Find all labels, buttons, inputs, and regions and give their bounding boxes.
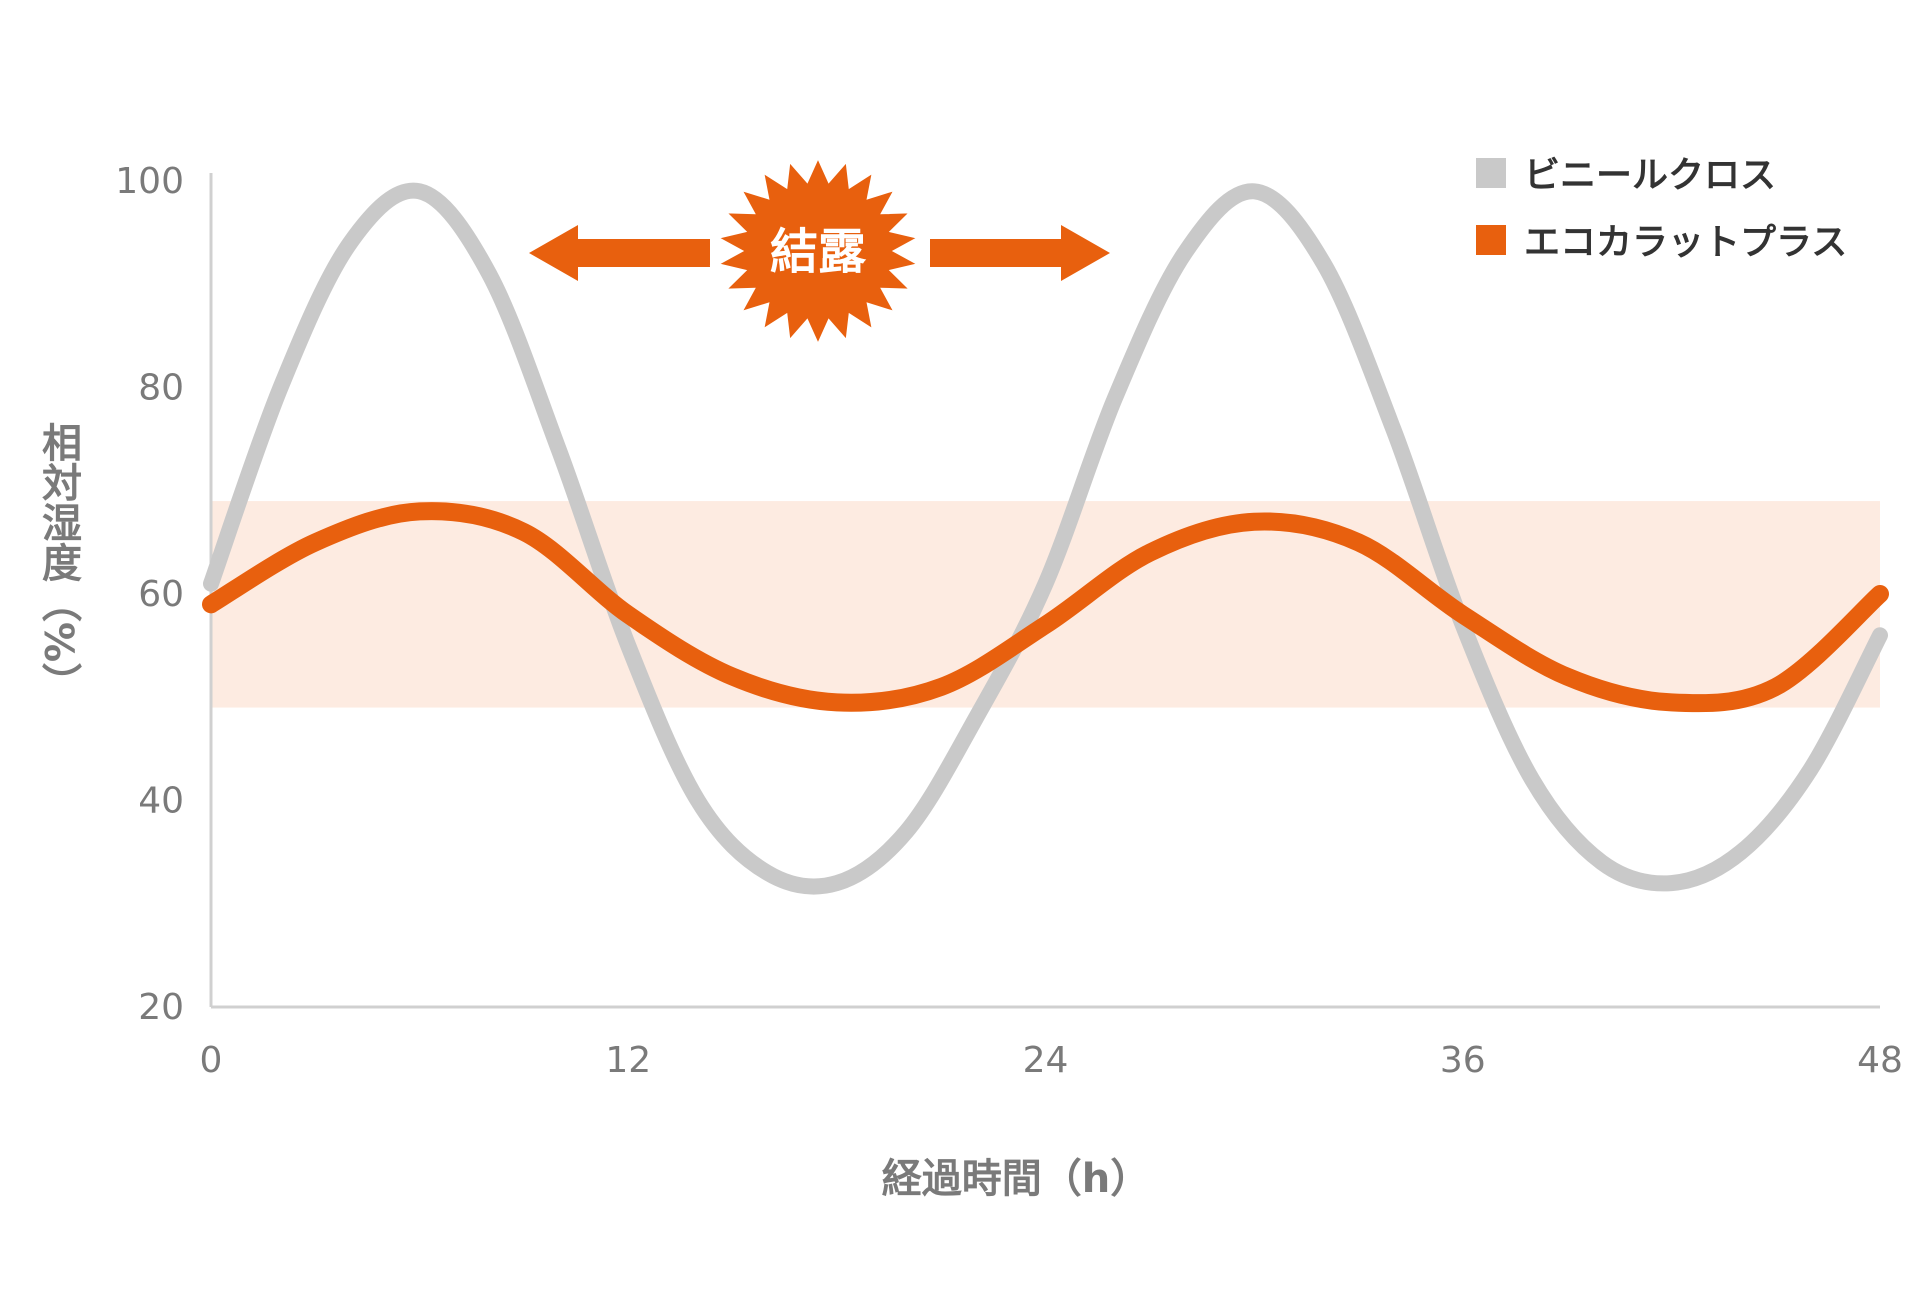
y-tick-label: 40: [138, 781, 184, 822]
y-tick-label: 60: [138, 574, 184, 615]
y-tick-label: 100: [115, 161, 184, 202]
series-line-vinyl-cloth: [203, 182, 1888, 895]
annotation-label: 結露: [770, 224, 867, 280]
comfort-band: [211, 501, 1880, 708]
legend-swatch-ecocarat: [1476, 225, 1506, 255]
legend-swatch-vinyl: [1476, 158, 1506, 188]
legend-label-vinyl: ビニールクロス: [1524, 155, 1776, 196]
x-tick-label: 36: [1440, 1040, 1486, 1081]
condensation-annotation: 結露: [529, 150, 1110, 352]
legend: ビニールクロス エコカラットプラス: [1476, 155, 1847, 263]
x-axis-title: 経過時間（h）: [882, 1156, 1150, 1202]
arrow-left-icon: [529, 225, 710, 281]
y-tick-label: 80: [138, 368, 184, 409]
series-line-ecocarat-plus: [202, 502, 1889, 713]
x-tick-label: 12: [605, 1040, 651, 1081]
y-axis-title: 相対湿度（%）: [35, 422, 82, 702]
x-tick-label: 0: [200, 1040, 223, 1081]
arrow-right-icon: [930, 225, 1110, 281]
x-tick-label: 24: [1023, 1040, 1069, 1081]
y-tick-label: 20: [138, 987, 184, 1028]
legend-label-ecocarat: エコカラットプラス: [1524, 222, 1847, 263]
starburst-icon: [709, 150, 927, 352]
x-tick-label: 48: [1857, 1040, 1903, 1081]
